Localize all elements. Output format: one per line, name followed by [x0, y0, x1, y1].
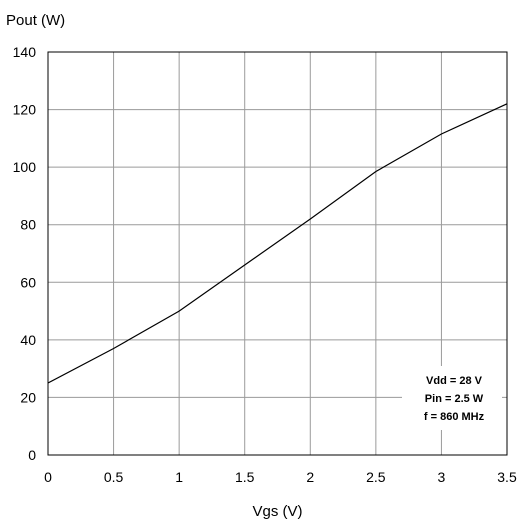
- x-tick-label: 3.5: [497, 469, 517, 485]
- y-tick-label: 40: [20, 332, 36, 348]
- grid: [47, 51, 508, 456]
- note-freq: f = 860 MHz: [424, 411, 485, 423]
- x-tick-label: 0.5: [104, 469, 124, 485]
- x-tick-label: 3: [438, 469, 446, 485]
- y-tick-label: 100: [13, 159, 37, 175]
- x-tick-label: 2.5: [366, 469, 386, 485]
- x-tick-labels: 0 0.5 1 1.5 2 2.5 3 3.5: [44, 469, 517, 485]
- conditions-note: Vdd = 28 V Pin = 2.5 W f = 860 MHz: [402, 366, 502, 430]
- plot-frame: [47, 51, 508, 456]
- y-tick-label: 20: [20, 389, 36, 405]
- x-axis-label: Vgs (V): [252, 503, 302, 520]
- x-tick-label: 1.5: [235, 469, 255, 485]
- x-tick-label: 1: [175, 469, 183, 485]
- x-tick-label: 0: [44, 469, 52, 485]
- y-tick-label: 140: [13, 44, 37, 60]
- note-pin: Pin = 2.5 W: [425, 393, 484, 405]
- y-axis-label: Pout (W): [6, 12, 65, 29]
- y-tick-label: 80: [20, 217, 36, 233]
- x-tick-label: 2: [306, 469, 314, 485]
- y-tick-label: 120: [13, 102, 37, 118]
- conditions-note-box: [402, 366, 502, 430]
- y-tick-labels: 0 20 40 60 80 100 120 140: [13, 44, 37, 463]
- series-line: [47, 103, 508, 384]
- note-vdd: Vdd = 28 V: [426, 375, 483, 387]
- y-tick-label: 0: [28, 447, 36, 463]
- y-tick-label: 60: [20, 274, 36, 290]
- series: [47, 103, 508, 384]
